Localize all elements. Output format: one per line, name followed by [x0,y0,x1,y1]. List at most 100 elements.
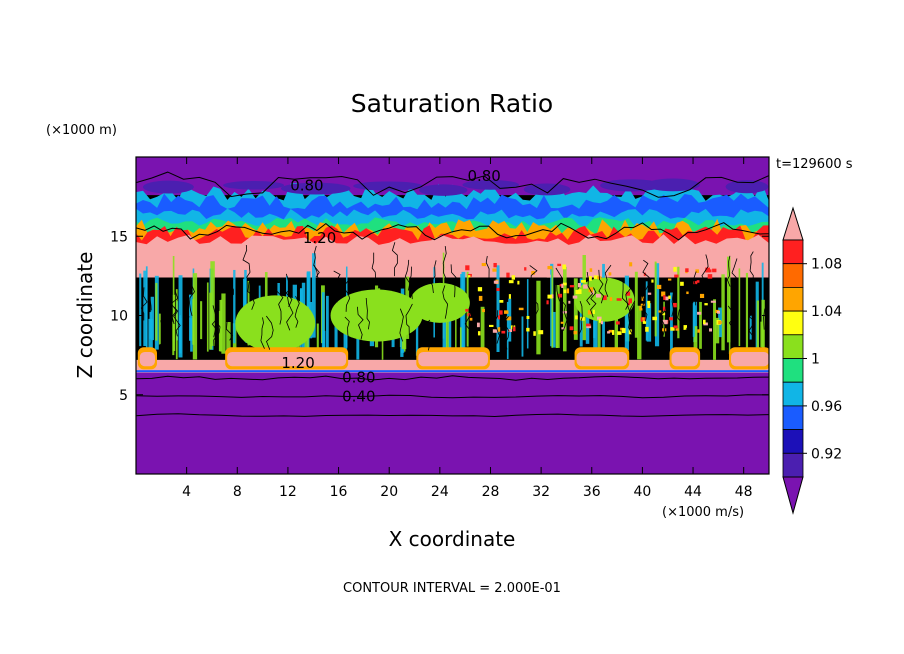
speckle-114 [625,291,631,296]
cloudbase-patch-3 [576,351,628,367]
speckle-72 [573,330,578,335]
contour-0.80-top [136,171,769,198]
contour-scribble-56 [529,265,538,297]
contour-scribble-48 [464,298,472,329]
speckle-78 [467,313,471,317]
plume-streak-137 [536,280,541,355]
speckle-113 [629,262,633,267]
plume-streak-98 [321,292,325,359]
speckle-126 [547,265,553,270]
plume-streak-11 [415,301,419,356]
top-dark-blob-0 [142,180,194,194]
speckle-88 [512,326,516,332]
plume-streak-90 [311,253,316,338]
x-tick-label-48: 48 [735,484,753,500]
speckle-149 [607,331,610,334]
speckle-95 [608,272,612,276]
plume-streak-118 [218,310,222,351]
speckle-84 [696,280,700,283]
speckle-130 [718,320,722,325]
speckle-75 [647,303,651,309]
plume-streak-6 [614,313,618,358]
speckle-9 [511,275,516,280]
speckle-153 [526,315,530,320]
plume-streak-127 [343,322,348,355]
contour-scribble-5 [681,296,690,331]
contour-scribble-21 [247,279,255,310]
colorbar-label-1: 1.04 [811,304,842,320]
contour-scribble-26 [149,278,154,311]
contour-scribble-29 [313,245,320,278]
speckle-77 [566,288,570,294]
time-label: t=129600 s [776,157,853,172]
cloudbase-blue-line [136,370,769,373]
contour-scribble-32 [265,315,274,350]
x-tick-label-8: 8 [233,484,242,500]
contour-scribble-2 [727,305,735,338]
speckle-139 [482,308,485,313]
top-dark-blob-1 [223,180,285,190]
contour-scribble-37 [213,320,221,354]
contour-scribble-10 [628,300,636,335]
contour-interval-footer: CONTOUR INTERVAL = 2.000E-01 [343,581,561,596]
plume-streak-126 [192,299,195,345]
plume-streak-132 [573,278,578,340]
speckle-150 [699,293,705,299]
contour-label-0: 0.80 [290,177,323,195]
plume-streak-134 [155,282,158,341]
contour-scribble-46 [285,273,293,307]
chart-title: Saturation Ratio [351,89,553,118]
speckle-16 [580,316,585,321]
speckle-59 [504,310,509,314]
contour-scribble-22 [515,318,521,352]
speckle-62 [674,274,679,278]
top-dark-blob-6 [523,183,571,196]
plume-streak-119 [496,265,500,352]
speckle-34 [658,310,662,313]
speckle-37 [465,308,469,312]
speckle-90 [670,327,675,331]
speckle-116 [598,318,601,323]
speckle-106 [506,272,510,278]
speckle-20 [488,324,494,327]
speckle-156 [647,292,652,295]
speckle-24 [577,283,581,288]
speckle-159 [578,289,582,294]
plume-streak-73 [188,294,193,341]
speckle-50 [496,287,500,291]
speckle-45 [705,267,711,273]
contour-scribble-49 [731,258,738,292]
speckle-7 [533,331,536,336]
speckle-65 [667,278,672,281]
contour-0.80-low [136,375,769,381]
speckle-133 [647,300,651,304]
contour-label-4: 0.80 [342,368,375,386]
contour-scribble-6 [409,266,413,300]
field-band-0 [136,372,769,474]
contour-scribble-60 [211,305,218,338]
speckle-155 [567,261,570,265]
speckle-138 [628,298,633,304]
plume-streak-8 [448,295,452,355]
speckle-142 [683,325,688,330]
plume-streak-27 [646,303,652,342]
contour-scribble-45 [159,320,166,354]
speckle-79 [507,329,513,333]
speckle-122 [663,295,666,300]
plume-streak-10 [226,321,231,360]
plume-streak-78 [726,256,731,343]
speckle-30 [575,315,578,320]
speckle-53 [562,311,567,314]
cloudbase-patch-4 [671,351,699,367]
speckle-154 [583,284,588,289]
plume-streak-113 [190,318,193,352]
speckle-58 [645,326,649,332]
contour-scribble-1 [555,267,563,302]
contour-0.20 [136,413,769,418]
speckle-60 [609,297,613,301]
speckle-0 [481,263,487,267]
contour-label-1: 0.80 [467,167,500,185]
cloudbase-patch-5 [731,351,769,367]
top-dark-blob-2 [280,182,351,195]
plume-streak-42 [143,270,148,347]
